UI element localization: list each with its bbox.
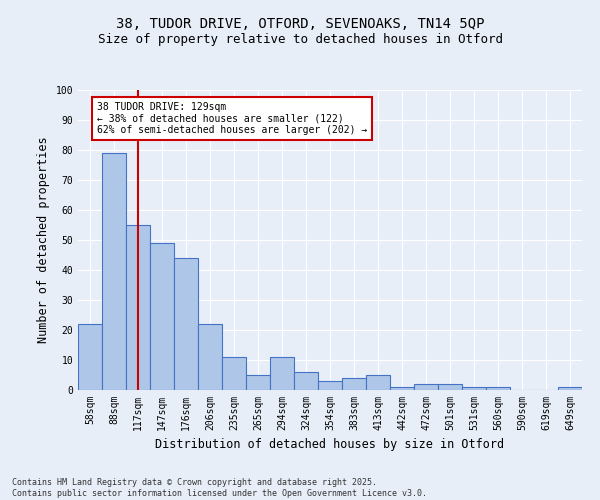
Bar <box>294 372 318 390</box>
Y-axis label: Number of detached properties: Number of detached properties <box>37 136 50 344</box>
X-axis label: Distribution of detached houses by size in Otford: Distribution of detached houses by size … <box>155 438 505 452</box>
Bar <box>414 384 438 390</box>
Bar <box>558 387 582 390</box>
Bar <box>270 357 294 390</box>
Bar <box>462 387 486 390</box>
Text: Contains HM Land Registry data © Crown copyright and database right 2025.
Contai: Contains HM Land Registry data © Crown c… <box>12 478 427 498</box>
Bar <box>342 378 366 390</box>
Bar <box>486 387 510 390</box>
Text: Size of property relative to detached houses in Otford: Size of property relative to detached ho… <box>97 32 503 46</box>
Bar <box>390 387 414 390</box>
Bar <box>126 225 150 390</box>
Bar <box>198 324 222 390</box>
Bar <box>78 324 102 390</box>
Bar <box>318 381 342 390</box>
Bar <box>102 153 126 390</box>
Text: 38, TUDOR DRIVE, OTFORD, SEVENOAKS, TN14 5QP: 38, TUDOR DRIVE, OTFORD, SEVENOAKS, TN14… <box>116 18 484 32</box>
Bar <box>150 243 174 390</box>
Text: 38 TUDOR DRIVE: 129sqm
← 38% of detached houses are smaller (122)
62% of semi-de: 38 TUDOR DRIVE: 129sqm ← 38% of detached… <box>97 102 367 135</box>
Bar <box>366 375 390 390</box>
Bar <box>222 357 246 390</box>
Bar <box>438 384 462 390</box>
Bar <box>246 375 270 390</box>
Bar <box>174 258 198 390</box>
